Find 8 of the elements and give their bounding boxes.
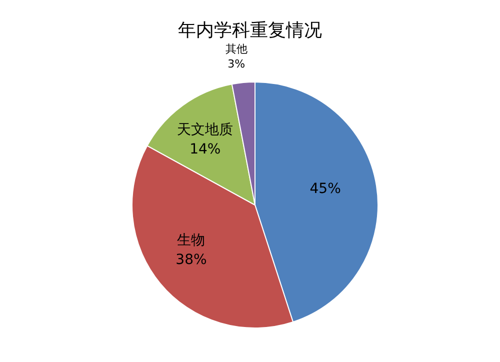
slice-label: 其他	[225, 42, 248, 56]
data-label: 14%	[190, 142, 221, 158]
data-label: 45%	[310, 180, 341, 197]
data-label: 3%	[228, 58, 246, 71]
chart-title: 年内学科重复情况	[178, 20, 322, 41]
data-label: 38%	[176, 252, 207, 268]
slice-label: 天文地质	[177, 122, 234, 138]
slice-label: 生物	[177, 232, 206, 248]
